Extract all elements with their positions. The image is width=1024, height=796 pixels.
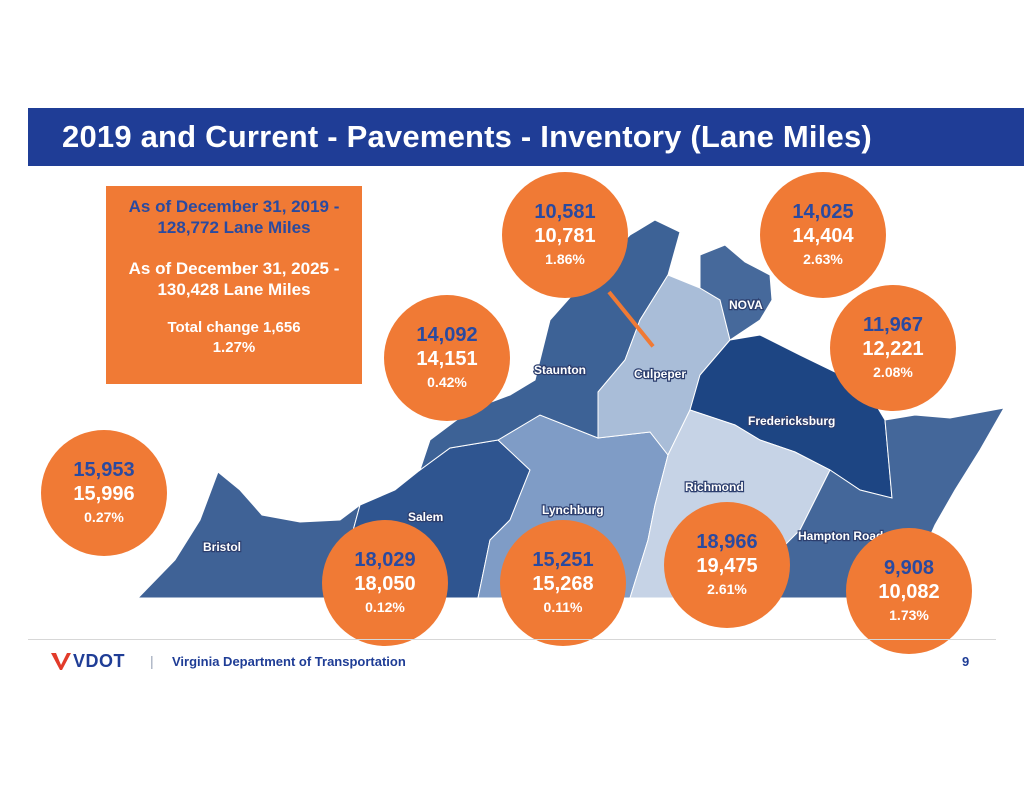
region-label-nova: NOVA — [729, 298, 763, 312]
summary-2019-date: As of December 31, 2019 - — [128, 197, 340, 216]
bubble-current-value: 10,082 — [878, 581, 940, 603]
bubble-2019-value: 9,908 — [883, 557, 935, 579]
bubble-current-value: 15,996 — [73, 483, 135, 505]
bubble-2019-value: 15,251 — [532, 549, 594, 571]
bubble-2019-value: 14,092 — [416, 324, 478, 346]
summary-2019-miles: 128,772 Lane Miles — [157, 218, 311, 237]
summary-total-pct: 1.27% — [212, 339, 256, 356]
summary-box: As of December 31, 2019 - 128,772 Lane M… — [106, 186, 362, 384]
bubble-change-pct: 0.11% — [543, 599, 583, 615]
summary-2025-date: As of December 31, 2025 - — [128, 259, 340, 278]
bubble-change-pct: 1.73% — [889, 607, 929, 623]
bubble-change-pct: 2.63% — [803, 251, 843, 267]
bubble-nova: 14,025 14,404 2.63% — [760, 172, 886, 298]
bubble-change-pct: 2.08% — [873, 364, 913, 380]
bubble-2019-value: 11,967 — [862, 314, 924, 336]
bubble-staunton: 14,092 14,151 0.42% — [384, 295, 510, 421]
bubble-current-value: 19,475 — [696, 555, 758, 577]
bubble-lynchburg: 15,251 15,268 0.11% — [500, 520, 626, 646]
bubble-2019-value: 10,581 — [534, 201, 596, 223]
region-label-lynchburg: Lynchburg — [542, 503, 604, 517]
bubble-change-pct: 0.12% — [365, 599, 405, 615]
bubble-current-value: 14,151 — [416, 348, 478, 370]
footer-organization: Virginia Department of Transportation — [172, 654, 406, 669]
bubble-current-value: 12,221 — [862, 338, 924, 360]
bubble-2019-value: 15,953 — [73, 459, 135, 481]
bubble-bristol: 15,953 15,996 0.27% — [41, 430, 167, 556]
footer-divider — [28, 639, 996, 640]
vdot-logo: VDOT — [50, 650, 125, 672]
bubble-richmond: 18,966 19,475 2.61% — [664, 502, 790, 628]
vdot-logo-mark-icon — [51, 653, 71, 670]
bubble-change-pct: 0.27% — [84, 509, 124, 525]
bubble-fredericksburg: 11,967 12,221 2.08% — [830, 285, 956, 411]
bubble-2019-value: 18,029 — [354, 549, 416, 571]
region-label-bristol: Bristol — [203, 540, 241, 554]
bubble-2019-value: 14,025 — [792, 201, 854, 223]
region-label-salem: Salem — [408, 510, 443, 524]
footer-separator: | — [150, 653, 154, 669]
bubble-change-pct: 0.42% — [427, 374, 467, 390]
bubble-current-value: 14,404 — [792, 225, 854, 247]
vdot-logo-text: VDOT — [73, 650, 126, 671]
title-bar: 2019 and Current - Pavements - Inventory… — [28, 108, 1024, 166]
region-label-fredericksburg: Fredericksburg — [748, 414, 835, 428]
district-nova[interactable] — [699, 244, 773, 341]
region-label-richmond: Richmond — [685, 480, 744, 494]
bubble-change-pct: 2.61% — [707, 581, 747, 597]
region-label-culpeper: Culpeper — [634, 367, 686, 381]
bubble-current-value: 15,268 — [532, 573, 594, 595]
bubble-current-value: 18,050 — [354, 573, 416, 595]
bubble-2019-value: 18,966 — [696, 531, 758, 553]
bubble-salem: 18,029 18,050 0.12% — [322, 520, 448, 646]
page-title: 2019 and Current - Pavements - Inventory… — [62, 119, 872, 154]
bubble-hampton-roads: 9,908 10,082 1.73% — [846, 528, 972, 654]
bubble-change-pct: 1.86% — [545, 251, 585, 267]
region-label-hampton-roads: Hampton Roads — [798, 529, 890, 543]
summary-total-change: Total change 1,656 — [167, 319, 301, 336]
page-number: 9 — [962, 654, 970, 669]
region-label-staunton: Staunton — [534, 363, 586, 377]
summary-2025-miles: 130,428 Lane Miles — [157, 280, 311, 299]
bubble-culpeper: 10,581 10,781 1.86% — [502, 172, 628, 298]
bubble-current-value: 10,781 — [534, 225, 596, 247]
